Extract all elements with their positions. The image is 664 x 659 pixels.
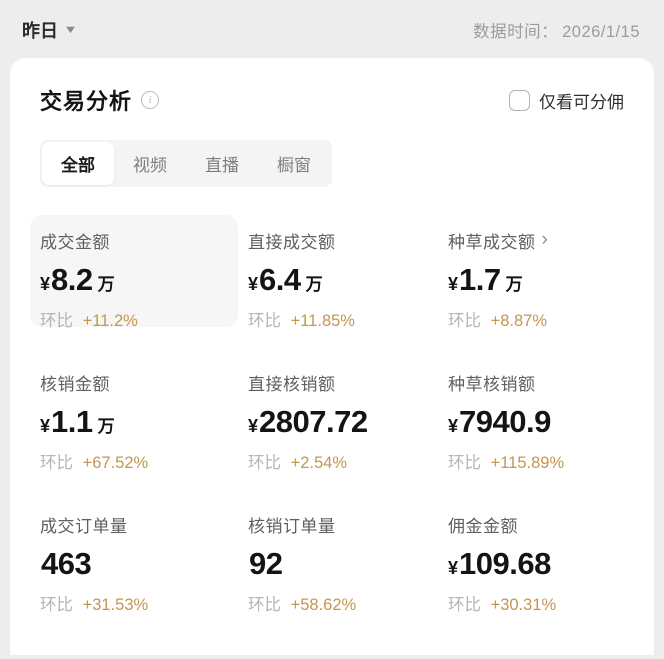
unit-label: 万 [97,275,115,294]
chevron-right-icon: › [541,229,548,250]
compare-value: +67.52% [82,454,149,472]
compare-value: +115.89% [490,454,565,472]
metric-seeding-redeemed[interactable]: 种草核销额 ¥ 7940.9 环比 +115.89% [438,357,634,472]
metric-value: 1.7 [459,262,501,297]
metric-value: 7940.9 [459,404,551,439]
metric-label: 直接成交额 [248,233,336,252]
metric-label: 佣金金额 [448,517,518,536]
compare-label: 环比 [248,312,281,330]
unit-label: 万 [305,275,323,294]
period-selector[interactable]: 昨日 ▼ [22,17,78,43]
metric-value: 8.2 [51,262,93,297]
currency-symbol: ¥ [248,416,259,436]
currency-symbol: ¥ [448,558,459,578]
period-label: 昨日 [22,21,58,41]
currency-symbol: ¥ [448,416,459,436]
metric-label: 成交金额 [40,233,110,252]
top-bar: 昨日 ▼ 数据时间： 2026/1/15 [0,0,664,58]
compare-value: +8.87% [490,312,548,330]
tab-live[interactable]: 直播 [205,156,239,175]
metric-value: 92 [249,546,283,581]
metric-value: 109.68 [459,546,551,581]
commission-filter[interactable]: 仅看可分佣 [509,88,624,113]
compare-label: 环比 [40,454,73,472]
data-time: 数据时间： 2026/1/15 [473,18,640,42]
metric-label: 核销订单量 [248,517,336,536]
compare-value: +11.85% [290,312,355,330]
info-icon[interactable]: i [141,91,160,109]
metric-direct-gmv[interactable]: 直接成交额 ¥ 6.4 万 环比 +11.85% [238,215,438,330]
metric-label: 成交订单量 [40,517,128,536]
chevron-down-icon: ▼ [63,24,78,36]
currency-symbol: ¥ [40,416,51,436]
tab-all[interactable]: 全部 [42,142,114,185]
compare-label: 环比 [40,312,73,330]
metric-order-count[interactable]: 成交订单量 463 环比 +31.53% [30,499,238,614]
metric-commission[interactable]: 佣金金额 ¥ 109.68 环比 +30.31% [438,499,634,614]
commission-filter-checkbox[interactable] [509,89,530,111]
card-header: 交易分析 i 仅看可分佣 [30,84,634,116]
data-time-label: 数据时间： [473,23,559,41]
currency-symbol: ¥ [448,274,459,294]
page-title: 交易分析 [40,89,133,114]
metric-value: 463 [41,546,92,581]
compare-label: 环比 [248,454,281,472]
commission-filter-label: 仅看可分佣 [539,92,624,112]
metric-gmv[interactable]: 成交金额 ¥ 8.2 万 环比 +11.2% [30,215,238,330]
compare-label: 环比 [448,312,481,330]
currency-symbol: ¥ [248,274,259,294]
compare-label: 环比 [40,596,73,614]
unit-label: 万 [97,417,115,436]
metric-label: 种草成交额 [448,233,536,252]
compare-value: +2.54% [290,454,348,472]
compare-value: +11.2% [82,312,138,330]
compare-value: +58.62% [290,596,357,614]
metric-value: 1.1 [51,404,93,439]
title-wrap: 交易分析 i [40,84,160,116]
tab-showcase[interactable]: 橱窗 [277,156,311,175]
compare-label: 环比 [448,454,481,472]
unit-label: 万 [505,275,523,294]
metric-redeemed-order-count[interactable]: 核销订单量 92 环比 +58.62% [238,499,438,614]
transaction-analysis-card: 交易分析 i 仅看可分佣 全部 视频 直播 橱窗 成交金额 ¥ 8.2 万 环比… [10,58,654,655]
metric-value: 2807.72 [259,404,368,439]
compare-label: 环比 [248,596,281,614]
metric-label: 核销金额 [40,375,110,394]
metric-value: 6.4 [259,262,301,297]
compare-value: +31.53% [82,596,149,614]
channel-tabs: 全部 视频 直播 橱窗 [40,140,332,187]
metric-label: 直接核销额 [248,375,336,394]
metrics-grid: 成交金额 ¥ 8.2 万 环比 +11.2% 直接成交额 ¥ 6.4 万 环比 … [30,215,634,614]
metric-direct-redeemed[interactable]: 直接核销额 ¥ 2807.72 环比 +2.54% [238,357,438,472]
metric-seeding-gmv[interactable]: 种草成交额 › ¥ 1.7 万 环比 +8.87% [438,215,634,330]
tab-video[interactable]: 视频 [133,156,167,175]
data-time-value: 2026/1/15 [562,23,640,41]
compare-label: 环比 [448,596,481,614]
metric-label: 种草核销额 [448,375,536,394]
compare-value: +30.31% [490,596,557,614]
metric-redeemed-amount[interactable]: 核销金额 ¥ 1.1 万 环比 +67.52% [30,357,238,472]
currency-symbol: ¥ [40,274,51,294]
